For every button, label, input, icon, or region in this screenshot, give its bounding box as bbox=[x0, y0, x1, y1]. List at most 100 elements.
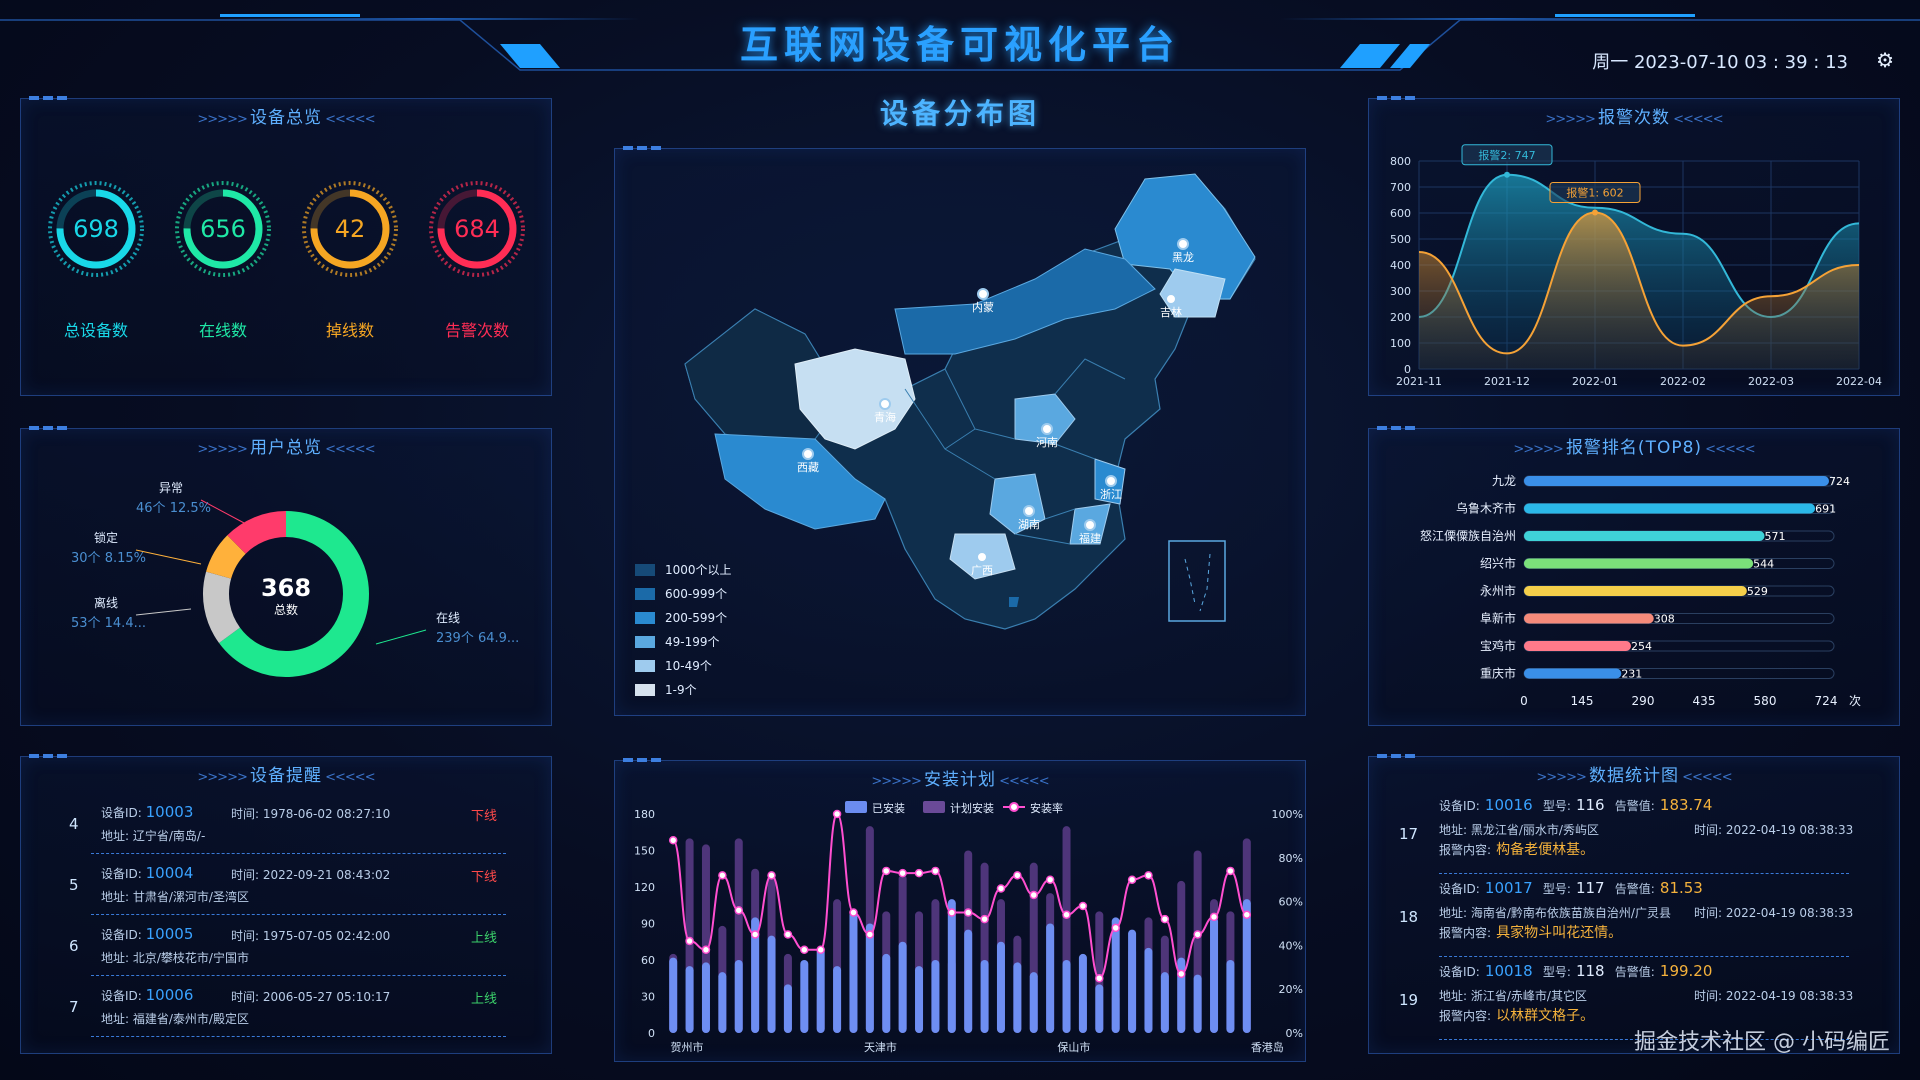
install-rate-point[interactable] bbox=[1111, 923, 1120, 933]
install-installed-bar[interactable] bbox=[1046, 923, 1055, 1034]
install-rate-point[interactable] bbox=[963, 908, 973, 917]
install-rate-point[interactable] bbox=[685, 936, 694, 946]
install-rate-point[interactable] bbox=[1209, 912, 1219, 922]
install-rate-point[interactable] bbox=[816, 945, 825, 955]
install-installed-bar[interactable] bbox=[816, 947, 825, 1033]
map-marker[interactable] bbox=[1105, 475, 1117, 487]
install-rate-point[interactable] bbox=[931, 866, 940, 876]
install-rate-point[interactable] bbox=[668, 836, 678, 845]
install-installed-bar[interactable] bbox=[882, 953, 891, 1033]
install-rate-point[interactable] bbox=[1160, 914, 1170, 924]
install-rate-point[interactable] bbox=[718, 871, 727, 880]
install-installed-bar[interactable] bbox=[1160, 972, 1169, 1033]
install-rate-point[interactable] bbox=[1062, 910, 1071, 919]
install-rate-point[interactable] bbox=[1013, 871, 1022, 880]
install-rate-point[interactable] bbox=[1226, 866, 1235, 876]
install-rate-point[interactable] bbox=[783, 930, 793, 939]
install-installed-bar[interactable] bbox=[898, 941, 907, 1033]
map-marker[interactable] bbox=[1177, 238, 1189, 250]
install-installed-bar[interactable] bbox=[833, 966, 842, 1033]
map-marker[interactable] bbox=[879, 398, 891, 410]
map-marker[interactable] bbox=[1165, 293, 1177, 305]
reminder-row[interactable]: 5 设备ID: 10004 时间: 2022-09-21 08:43:02 下线 地址:… bbox=[69, 856, 506, 915]
map-marker[interactable] bbox=[1023, 505, 1035, 517]
donut-slice[interactable] bbox=[203, 571, 241, 644]
install-installed-bar[interactable] bbox=[1144, 947, 1153, 1033]
stats-row[interactable]: 18 设备ID: 10017 型号: 117 告警值: 81.53 地址: 海南省/… bbox=[1399, 878, 1853, 957]
install-installed-bar[interactable] bbox=[980, 960, 989, 1033]
stats-row[interactable]: 17 设备ID: 10016 型号: 116 告警值: 183.74 地址: 黑龙江… bbox=[1399, 795, 1853, 874]
donut-slice[interactable] bbox=[206, 535, 247, 580]
install-rate-point[interactable] bbox=[1242, 910, 1252, 919]
install-rate-point[interactable] bbox=[1177, 969, 1186, 979]
install-rate-point[interactable] bbox=[914, 868, 924, 878]
install-installed-bar[interactable] bbox=[1013, 962, 1022, 1033]
install-installed-bar[interactable] bbox=[800, 960, 809, 1033]
install-rate-point[interactable] bbox=[849, 908, 858, 917]
install-installed-bar[interactable] bbox=[718, 972, 727, 1033]
install-rate-point[interactable] bbox=[800, 945, 809, 955]
install-rate-point[interactable] bbox=[701, 945, 711, 955]
install-rate-point[interactable] bbox=[767, 871, 776, 880]
rank-bar[interactable] bbox=[1524, 586, 1747, 596]
install-installed-bar[interactable] bbox=[964, 929, 973, 1033]
rank-bar[interactable] bbox=[1524, 476, 1829, 486]
map-legend-item[interactable]: 1-9个 bbox=[635, 679, 697, 698]
install-installed-bar[interactable] bbox=[1029, 972, 1038, 1033]
rank-bar[interactable] bbox=[1524, 641, 1632, 651]
map-marker[interactable] bbox=[1084, 519, 1096, 531]
rank-bar[interactable] bbox=[1524, 503, 1816, 514]
install-installed-bar[interactable] bbox=[767, 935, 776, 1033]
install-installed-bar[interactable] bbox=[734, 960, 743, 1033]
install-installed-bar[interactable] bbox=[1111, 917, 1120, 1033]
install-installed-bar[interactable] bbox=[1128, 929, 1137, 1033]
install-rate-point[interactable] bbox=[832, 809, 842, 819]
install-rate-point[interactable] bbox=[898, 868, 907, 878]
rank-bar[interactable] bbox=[1524, 613, 1654, 624]
install-rate-point[interactable] bbox=[1127, 875, 1137, 884]
stats-row[interactable]: 19 设备ID: 10018 型号: 118 告警值: 199.20 地址: 浙江省… bbox=[1399, 961, 1853, 1040]
map-legend-item[interactable]: 49-199个 bbox=[635, 631, 720, 650]
install-rate-point[interactable] bbox=[1144, 871, 1153, 880]
install-installed-bar[interactable] bbox=[1095, 984, 1104, 1033]
map-legend-item[interactable]: 1000个以上 bbox=[635, 559, 732, 578]
install-installed-bar[interactable] bbox=[1193, 974, 1202, 1033]
install-installed-bar[interactable] bbox=[701, 962, 710, 1033]
install-installed-bar[interactable] bbox=[685, 966, 694, 1033]
install-installed-bar[interactable] bbox=[915, 966, 924, 1033]
install-rate-point[interactable] bbox=[1078, 901, 1088, 911]
map-legend-item[interactable]: 600-999个 bbox=[635, 583, 727, 602]
install-installed-bar[interactable] bbox=[1062, 960, 1071, 1033]
gear-icon[interactable]: ⚙ bbox=[1876, 48, 1894, 72]
map-marker[interactable] bbox=[977, 288, 989, 300]
install-installed-bar[interactable] bbox=[865, 923, 874, 1034]
install-rate-point[interactable] bbox=[882, 866, 891, 876]
install-installed-bar[interactable] bbox=[1078, 953, 1087, 1033]
install-installed-bar[interactable] bbox=[669, 957, 678, 1033]
install-rate-point[interactable] bbox=[1045, 875, 1055, 884]
install-installed-bar[interactable] bbox=[751, 917, 760, 1033]
install-installed-bar[interactable] bbox=[849, 911, 858, 1033]
install-rate-point[interactable] bbox=[734, 906, 743, 915]
install-rate-point[interactable] bbox=[750, 930, 760, 939]
install-rate-point[interactable] bbox=[1095, 974, 1104, 983]
rank-bar[interactable] bbox=[1524, 558, 1754, 569]
map-marker[interactable] bbox=[1041, 423, 1053, 435]
install-rate-point[interactable] bbox=[1193, 930, 1202, 939]
map-marker[interactable] bbox=[976, 551, 988, 563]
install-installed-bar[interactable] bbox=[1242, 899, 1251, 1033]
rank-bar[interactable] bbox=[1524, 668, 1622, 679]
install-installed-bar[interactable] bbox=[1210, 917, 1219, 1033]
map-legend-item[interactable]: 200-599个 bbox=[635, 607, 727, 626]
area-point[interactable] bbox=[1504, 171, 1510, 178]
donut-slice[interactable] bbox=[227, 511, 287, 555]
map-marker[interactable] bbox=[802, 448, 814, 460]
reminder-row[interactable]: 4 设备ID: 10003 时间: 1978-06-02 08:27:10 下线 地址:… bbox=[69, 795, 506, 854]
reminder-row[interactable]: 6 设备ID: 10005 时间: 1975-07-05 02:42:00 上线 地址:… bbox=[69, 917, 506, 976]
install-installed-bar[interactable] bbox=[931, 960, 940, 1033]
install-rate-point[interactable] bbox=[996, 884, 1006, 893]
install-rate-point[interactable] bbox=[947, 908, 957, 917]
reminder-row[interactable]: 7 设备ID: 10006 时间: 2006-05-27 05:10:17 上线 地址:… bbox=[69, 978, 506, 1037]
area-point[interactable] bbox=[1592, 209, 1598, 216]
